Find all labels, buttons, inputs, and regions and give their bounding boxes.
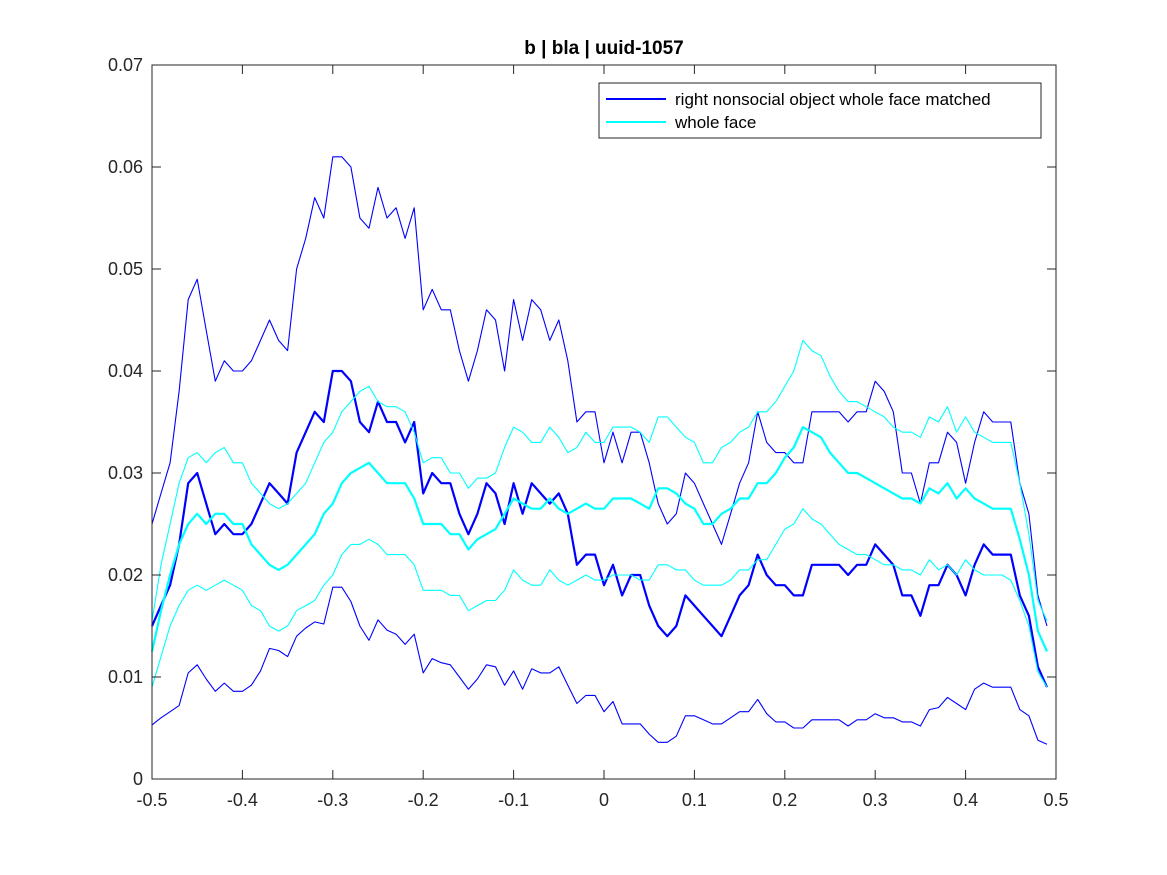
- y-tick-label: 0.05: [108, 259, 143, 279]
- x-tick-label: 0.3: [863, 790, 888, 810]
- series-line-0: [150, 369, 1049, 688]
- series-line-5: [151, 508, 1048, 688]
- y-tick-label: 0.04: [108, 361, 143, 381]
- chart-title: b | bla | uuid-1057: [524, 38, 684, 59]
- x-tick-label: -0.1: [498, 790, 529, 810]
- x-tick-label: -0.3: [317, 790, 348, 810]
- legend-label-whole-face: whole face: [674, 113, 756, 132]
- y-tick-label: 0: [133, 769, 143, 789]
- ticks-layer: -0.5 -0.4 -0.3 -0.2 -0.1 0 0.1 0.2 0.3 0.4 0.5 0 0.0…: [108, 55, 1069, 810]
- x-tick-label: -0.4: [227, 790, 258, 810]
- legend-box: [598, 82, 1042, 139]
- series-layer: [150, 156, 1049, 745]
- y-tick-label: 0.03: [108, 463, 143, 483]
- y-tick-label: 0.02: [108, 565, 143, 585]
- x-tick-label: 0.5: [1043, 790, 1068, 810]
- x-tick-label: 0.4: [953, 790, 978, 810]
- x-tick-label: 0.1: [682, 790, 707, 810]
- x-tick-label: 0.2: [772, 790, 797, 810]
- x-tick-label: -0.2: [408, 790, 439, 810]
- series-line-2: [151, 586, 1048, 745]
- series-line-1: [151, 156, 1048, 627]
- y-tick-label: 0.07: [108, 55, 143, 75]
- legend-label-matched: right nonsocial object whole face matche…: [675, 90, 991, 109]
- series-line-3: [150, 426, 1049, 652]
- legend: right nonsocial object whole face matche…: [598, 82, 1042, 139]
- series-line-4: [151, 339, 1048, 622]
- y-tick-label: 0.01: [108, 667, 143, 687]
- x-tick-label: -0.5: [136, 790, 167, 810]
- x-tick-label: 0: [599, 790, 609, 810]
- plot-area: [152, 65, 1056, 779]
- y-tick-label: 0.06: [108, 157, 143, 177]
